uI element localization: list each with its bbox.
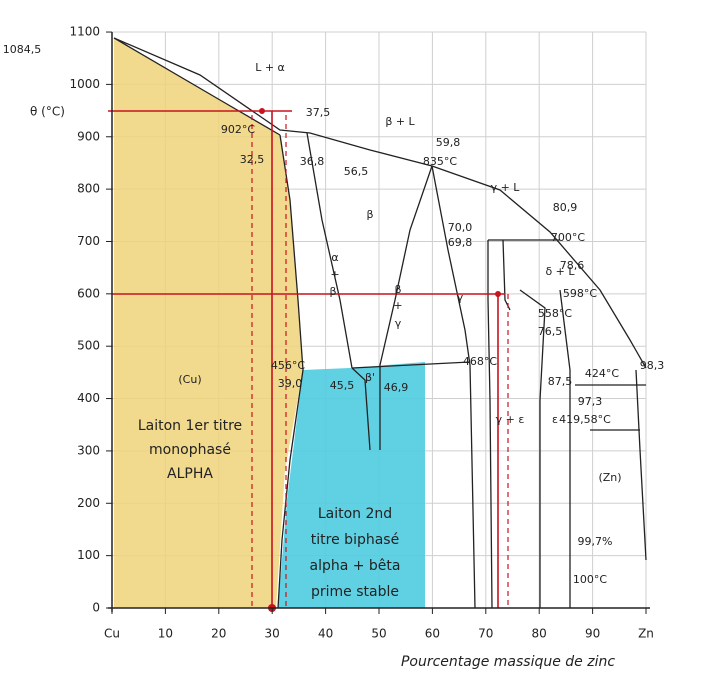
region-note: alpha + bêta: [309, 558, 400, 574]
annotation: ε: [552, 413, 558, 426]
y-tick-label: 0: [92, 601, 100, 615]
region-note: monophasé: [149, 442, 231, 458]
x-tick-label: Zn: [638, 627, 654, 641]
annotation: 468°C: [463, 355, 497, 368]
annotation: 45,5: [330, 379, 355, 392]
annotation: 700°C: [551, 231, 585, 244]
y-tick-label: 900: [77, 129, 100, 143]
annotation: β: [329, 285, 336, 298]
alpha-region: [114, 38, 303, 608]
y-tick-label: 100: [77, 548, 100, 562]
annotation: β: [366, 208, 373, 221]
annotation: β + L: [385, 115, 415, 128]
annotation: 32,5: [240, 153, 265, 166]
annotation: 78,6: [560, 259, 585, 272]
marker: [495, 291, 501, 297]
y-tick-label: 700: [77, 234, 100, 248]
annotation: 835°C: [423, 155, 457, 168]
annotation: δ + L: [545, 265, 575, 278]
annotation: 46,9: [384, 381, 409, 394]
annotation: 97,3: [578, 395, 603, 408]
annotation: 69,8: [448, 236, 473, 249]
x-tick-label: 80: [532, 627, 547, 641]
annotation: α: [331, 251, 338, 264]
x-tick-label: 70: [478, 627, 493, 641]
region-note: ALPHA: [167, 466, 213, 482]
annotation: +: [330, 268, 339, 281]
annotation: 39,0: [278, 377, 303, 390]
annotation: 76,5: [538, 325, 563, 338]
region-note: Laiton 1er titre: [138, 418, 242, 434]
y-tick-label: 600: [77, 286, 100, 300]
annotation: 99,7%: [578, 535, 613, 548]
annotation: 87,5: [548, 375, 573, 388]
region-note: titre biphasé: [311, 532, 399, 548]
annotation: β: [394, 283, 401, 296]
annotation: 456°C: [271, 359, 305, 372]
annotation: +: [393, 299, 402, 312]
annotation: 1084,5: [3, 43, 42, 56]
annotation: 424°C: [585, 367, 619, 380]
y-tick-label: 500: [77, 339, 100, 353]
annotation: β': [365, 371, 375, 384]
y-tick-label: 300: [77, 443, 100, 457]
annotation: 80,9: [553, 201, 578, 214]
y-tick-label: 200: [77, 496, 100, 510]
y-tick-label: 1100: [69, 25, 100, 39]
x-tick-label: 20: [211, 627, 226, 641]
annotation: γ: [457, 291, 464, 304]
annotation: 558°C: [538, 307, 572, 320]
x-tick-label: 90: [585, 627, 600, 641]
x-tick-label: 10: [158, 627, 173, 641]
annotation: 902°C: [221, 123, 255, 136]
annotation: 37,5: [306, 106, 331, 119]
red-construction-lines: [108, 108, 509, 612]
annotation: 70,0: [448, 221, 473, 234]
x-tick-label: 50: [371, 627, 386, 641]
x-tick-label: 40: [318, 627, 333, 641]
annotation: (Cu): [178, 373, 201, 386]
annotation: γ: [395, 317, 402, 330]
annotation: 598°C: [563, 287, 597, 300]
y-axis-label: θ (°C): [30, 105, 65, 119]
y-tick-label: 400: [77, 391, 100, 405]
annotation: 36,8: [300, 155, 325, 168]
y-tick-label: 1000: [69, 77, 100, 91]
x-axis-label: Pourcentage massique de zinc: [401, 654, 615, 670]
y-tick-label: 800: [77, 182, 100, 196]
annotation: γ + ε: [496, 413, 525, 426]
x-tick-label: 60: [425, 627, 440, 641]
marker: [259, 108, 265, 114]
annotation: 56,5: [344, 165, 369, 178]
x-tick-label: Cu: [104, 627, 120, 641]
region-note: prime stable: [311, 584, 399, 600]
annotation: 59,8: [436, 136, 461, 149]
annotation: 98,3: [640, 359, 665, 372]
annotation: 419,58°C: [559, 413, 611, 426]
annotation: L + α: [255, 61, 285, 74]
annotation: (Zn): [598, 471, 621, 484]
annotation: γ + L: [491, 181, 521, 194]
annotation: 100°C: [573, 573, 607, 586]
x-tick-label: 30: [265, 627, 280, 641]
region-note: Laiton 2nd: [318, 506, 392, 522]
alpha-beta-region: [278, 362, 425, 608]
